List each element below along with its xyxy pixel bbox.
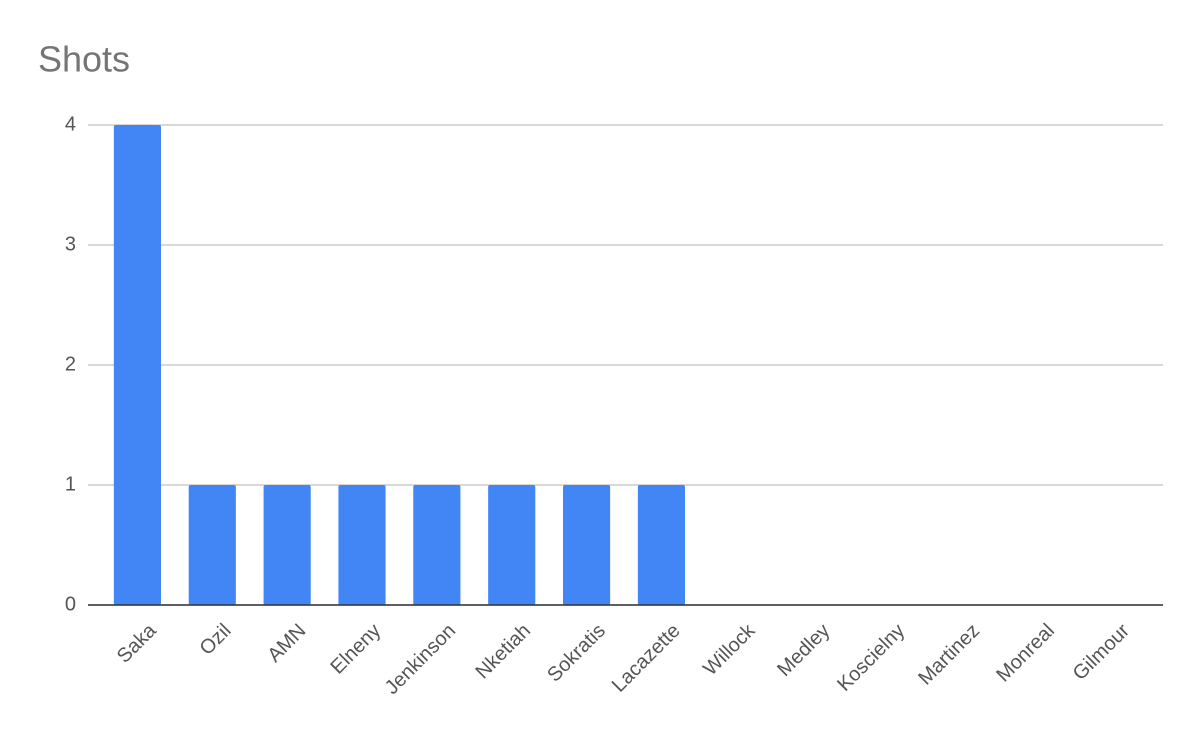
y-tick-label: 0: [65, 593, 76, 615]
bar: [338, 485, 386, 605]
bar: [113, 125, 162, 605]
chart-title: Shots: [38, 39, 130, 80]
y-tick-label: 3: [65, 233, 76, 255]
bar: [413, 485, 461, 605]
bar: [562, 485, 611, 605]
bar: [488, 485, 536, 605]
y-tick-label: 1: [65, 473, 76, 495]
bar: [188, 485, 236, 605]
y-tick-label: 2: [65, 353, 76, 375]
y-tick-label: 4: [65, 113, 76, 135]
bar: [637, 485, 686, 605]
bar: [263, 485, 311, 605]
